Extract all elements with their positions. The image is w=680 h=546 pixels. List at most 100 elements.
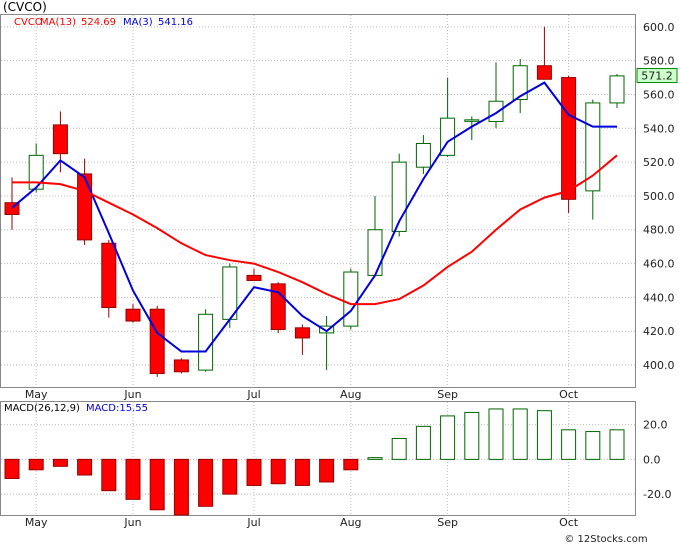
macd-bar — [77, 458, 93, 476]
candle-body — [561, 77, 577, 200]
candle — [294, 324, 310, 355]
candle — [173, 358, 189, 374]
candle — [246, 268, 262, 281]
macd-legend: MACD(26,12,9) MACD:15.55 — [4, 403, 148, 414]
macd-gridlines — [1, 402, 635, 515]
price-y-tick-label: 460.0 — [643, 258, 675, 271]
candle-body — [4, 202, 20, 216]
macd-bar — [464, 411, 480, 460]
macd-x-tick-label: May — [25, 516, 48, 529]
last-price-box — [636, 68, 678, 84]
moving-average-lines — [11, 81, 618, 353]
macd-x-tick-label: Sep — [437, 516, 458, 529]
candle-body — [28, 154, 44, 190]
price-panel: 400.0 420.0 440.0 460.0 480.0 500.0 520.0 540.0… — [0, 0, 678, 401]
macd-bar — [512, 408, 528, 460]
candle — [149, 305, 165, 377]
price-x-tick-label: May — [25, 388, 48, 401]
price-y-tick-label: 480.0 — [643, 224, 675, 237]
ma3-line — [11, 81, 617, 353]
candle — [28, 143, 44, 193]
macd-x-tick-labels: May Jun Jul Aug Sep Oct — [25, 516, 579, 529]
candle — [4, 177, 20, 230]
candle-body — [77, 173, 93, 241]
candle-body — [464, 119, 480, 122]
legend-ma3-value: 541.16 — [158, 17, 193, 28]
macd-bar — [101, 458, 117, 492]
candle-body — [173, 359, 189, 373]
price-y-tick-label: 440.0 — [643, 291, 675, 304]
candle-body — [415, 143, 431, 168]
macd-bar — [367, 457, 383, 460]
price-y-tick-label: 540.0 — [643, 122, 675, 135]
macd-bar — [52, 458, 68, 467]
price-y-tick-label: 400.0 — [643, 359, 675, 372]
candle-body — [198, 313, 214, 371]
ma13-line — [12, 154, 618, 306]
macd-x-tick-label: Jun — [123, 516, 141, 529]
macd-bar — [294, 458, 310, 486]
macd-bar — [173, 458, 189, 516]
macd-x-tick-label: Oct — [559, 516, 579, 529]
candle-body — [101, 242, 117, 309]
macd-bar — [585, 431, 601, 460]
price-y-tick-label: 580.0 — [643, 55, 675, 68]
price-y-tick-labels: 400.0 420.0 440.0 460.0 480.0 500.0 520.0 540.0… — [643, 21, 675, 372]
candle-body — [536, 65, 552, 80]
last-price-marker: 571.2 — [636, 68, 678, 84]
macd-bar — [488, 408, 504, 460]
candle — [319, 315, 335, 371]
price-x-tick-label: Sep — [437, 388, 458, 401]
legend-ma3-label: MA(3) — [123, 17, 153, 28]
candle-body — [294, 327, 310, 339]
price-gridlines — [1, 15, 635, 387]
macd-bar — [536, 410, 552, 460]
price-y-tick-label: 420.0 — [643, 325, 675, 338]
candle — [198, 309, 214, 372]
legend-ma13-label: MA(13) — [40, 17, 76, 28]
macd-bar — [4, 458, 20, 479]
candle-body — [343, 271, 359, 327]
candle — [270, 282, 286, 333]
candle-body — [319, 325, 335, 334]
candle — [415, 135, 431, 174]
candle-body — [149, 308, 165, 374]
candle-body — [609, 75, 625, 104]
macd-y-tick-label: 0.0 — [643, 453, 661, 466]
macd-bar — [125, 458, 141, 500]
candle — [536, 26, 552, 80]
candle-body — [246, 274, 262, 281]
price-y-tick-label: 500.0 — [643, 190, 675, 203]
macd-legend-value: MACD:15.55 — [86, 403, 148, 414]
macd-plot-area — [0, 401, 636, 516]
price-legend: CVCO MA(13) 524.69 MA(3) 541.16 — [14, 17, 193, 28]
macd-x-tick-label: Jul — [246, 516, 260, 529]
candle-body — [488, 100, 504, 123]
macd-y-tick-labels: 20.0 0.0 -20.0 — [643, 419, 671, 502]
candle-body — [367, 229, 383, 276]
svg-text:CVCO MA(13) 52: CVCO MA(13) 524.69 MA(3) 541.16 — [14, 17, 193, 28]
price-y-tick-label: 560.0 — [643, 88, 675, 101]
candle — [488, 62, 504, 129]
macd-panel: 20.0 0.0 -20.0 May Jun Jul Aug Sep Oct MACD(26,… — [0, 401, 671, 529]
candle — [464, 116, 480, 141]
price-y-tick-label: 600.0 — [643, 21, 675, 34]
candle-body — [125, 308, 141, 322]
price-x-tick-label: Oct — [559, 388, 579, 401]
candle — [125, 304, 141, 323]
price-x-tick-label: Aug — [340, 388, 361, 401]
price-x-tick-label: Jun — [123, 388, 141, 401]
macd-bar — [198, 458, 214, 507]
legend-ma13-value: 524.69 — [81, 17, 116, 28]
price-x-tick-label: Jul — [246, 388, 260, 401]
macd-bar — [149, 458, 165, 511]
chart-title: (CVCO) — [3, 0, 47, 14]
macd-bar — [391, 438, 407, 460]
macd-bar — [319, 458, 335, 483]
macd-bar — [246, 458, 262, 486]
candle — [391, 153, 407, 237]
macd-bar — [270, 458, 286, 485]
macd-bar — [343, 458, 359, 471]
candle — [609, 74, 625, 108]
